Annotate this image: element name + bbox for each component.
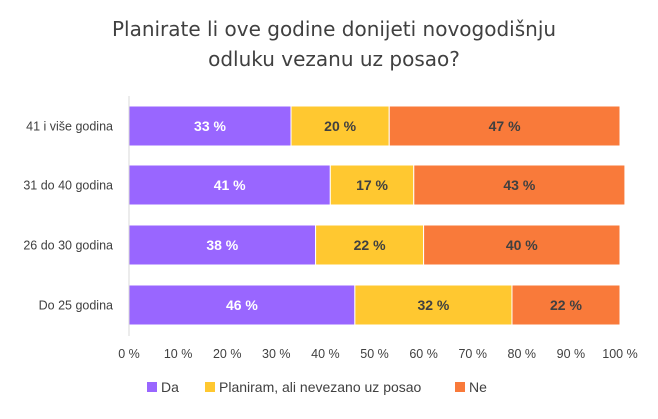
data-label: 22 % <box>354 237 386 253</box>
data-label: 22 % <box>550 297 582 313</box>
x-axis-tick-labels: 0 % 10 % 20 % 30 % 40 % 50 % 60 % 70 % 80 % 90 % 1… <box>118 347 638 361</box>
data-label: 38 % <box>206 237 238 253</box>
legend-item-ne: Ne <box>455 379 487 395</box>
chart-title-line-1: Planirate li ove godine donijeti novogod… <box>112 17 556 41</box>
data-label: 43 % <box>503 177 535 193</box>
data-label: 40 % <box>506 237 538 253</box>
data-label: 47 % <box>489 118 521 134</box>
category-label: 31 do 40 godina <box>23 179 113 193</box>
bar-segment-da <box>128 284 356 326</box>
chart-title: Planirate li ove godine donijeti novogod… <box>112 17 556 71</box>
x-tick-label: 0 % <box>118 347 140 361</box>
x-tick-label: 30 % <box>262 347 291 361</box>
chart-title-line-2: odluku vezanu uz posao? <box>208 47 460 71</box>
legend-label: Ne <box>469 379 487 395</box>
legend: Da Planiram, ali nevezano uz posao Ne <box>147 379 487 395</box>
data-label: 33 % <box>194 118 226 134</box>
x-tick-label: 40 % <box>311 347 340 361</box>
bar-segment-da <box>128 164 331 206</box>
data-label: 17 % <box>356 177 388 193</box>
bar-segment-da <box>128 105 292 147</box>
bar-segment-planiram <box>290 105 390 147</box>
legend-label: Da <box>161 379 179 395</box>
legend-item-planiram: Planiram, ali nevezano uz posao <box>205 379 422 395</box>
bar-segment-planiram <box>315 224 425 266</box>
data-label: 20 % <box>324 118 356 134</box>
bar-segment-ne <box>388 105 621 147</box>
x-tick-label: 10 % <box>164 347 193 361</box>
category-label: 41 i više godina <box>26 120 113 134</box>
x-tick-label: 80 % <box>508 347 537 361</box>
data-label: 46 % <box>226 297 258 313</box>
category-label: Do 25 godina <box>39 299 113 313</box>
legend-swatch <box>147 382 157 392</box>
bar-segment-ne <box>511 284 621 326</box>
legend-swatch <box>455 382 465 392</box>
category-labels: 41 i više godina 31 do 40 godina 26 do 30 … <box>23 120 113 313</box>
data-label: 41 % <box>214 177 246 193</box>
x-tick-label: 60 % <box>409 347 438 361</box>
x-tick-label: 100 % <box>602 347 637 361</box>
legend-item-da: Da <box>147 379 179 395</box>
category-label: 26 do 30 godina <box>23 239 113 253</box>
x-tick-label: 20 % <box>213 347 242 361</box>
x-tick-label: 90 % <box>557 347 586 361</box>
bar-segment-da <box>128 224 317 266</box>
x-tick-label: 70 % <box>458 347 487 361</box>
bar-segment-planiram <box>329 164 415 206</box>
legend-label: Planiram, ali nevezano uz posao <box>219 379 422 395</box>
legend-swatch <box>205 382 215 392</box>
x-tick-label: 50 % <box>360 347 389 361</box>
bar-segment-ne <box>413 164 626 206</box>
bar-segment-ne <box>423 224 621 266</box>
bars: 33 % 20 % 47 % 41 % 17 % 43 % 38 % 22 % 40 % 46 %… <box>128 105 626 326</box>
data-label: 32 % <box>417 297 449 313</box>
